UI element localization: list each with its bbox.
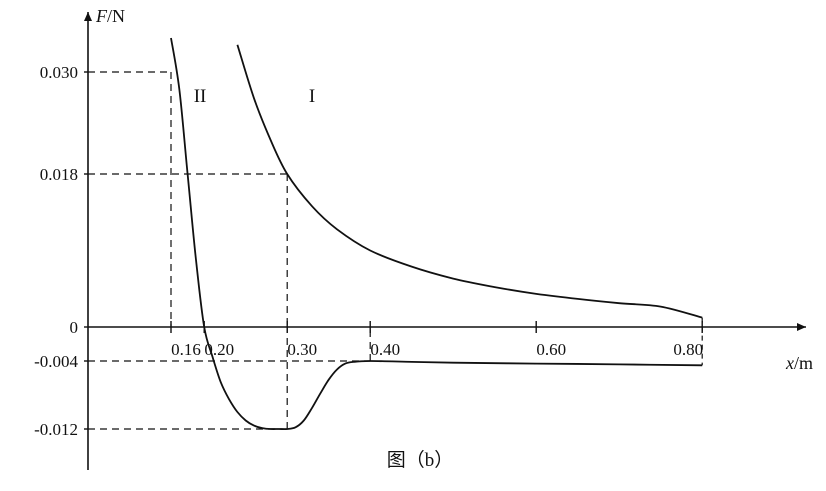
curves (170, 37, 703, 431)
series-line-I (236, 44, 703, 319)
series-line-II (170, 37, 703, 431)
y-tick-label: 0 (70, 318, 79, 337)
x-tick-label: 0.16 (171, 340, 201, 359)
x-tick-label: 0.60 (536, 340, 566, 359)
y-tick-label: -0.012 (34, 420, 78, 439)
axes: F/N x/m (84, 6, 813, 470)
y-axis-label: F/N (95, 6, 125, 26)
y-tick-label: 0.018 (40, 165, 78, 184)
figure-caption: 图（b） (387, 449, 454, 471)
x-tick-label: 0.80 (673, 340, 703, 359)
ticks: 0.16 0.20 0.30 0.40 0.60 0.80 0.030 0.018 0 -0.00… (34, 63, 703, 439)
y-tick-label: -0.004 (34, 352, 78, 371)
series-label-II: II (194, 86, 207, 107)
y-tick-label: 0.030 (40, 63, 78, 82)
series-label-I: I (309, 86, 315, 107)
curve-labels: III (194, 86, 316, 107)
guide-lines (88, 71, 371, 430)
x-tick-label: 0.30 (287, 340, 317, 359)
x-tick-label: 0.20 (204, 340, 234, 359)
x-tick-label: 0.40 (370, 340, 400, 359)
x-axis-label: x/m (785, 353, 813, 373)
